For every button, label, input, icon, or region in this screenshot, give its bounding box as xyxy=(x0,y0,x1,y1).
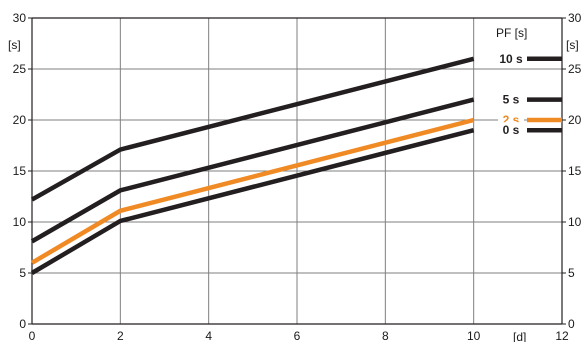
y-tick-label-left: 30 xyxy=(13,11,27,25)
y-tick-label-left: 25 xyxy=(13,62,27,76)
y-tick-label-right: 30 xyxy=(568,11,582,25)
y-tick-label-left: 10 xyxy=(13,215,27,229)
x-tick-label: 4 xyxy=(205,329,212,342)
series-lines xyxy=(30,56,475,275)
legend-label: 0 s xyxy=(503,123,520,137)
y-tick-label-left: 15 xyxy=(13,164,27,178)
y-tick-label-right: 20 xyxy=(568,113,582,127)
y-tick-label-left: 20 xyxy=(13,113,27,127)
x-tick-label: 12 xyxy=(555,329,569,342)
legend-label: 10 s xyxy=(499,52,523,66)
y-tick-label-left: 5 xyxy=(19,266,26,280)
series-line xyxy=(30,128,475,275)
x-tick-label: 10 xyxy=(467,329,481,342)
x-tick-label: 0 xyxy=(29,329,36,342)
y-tick-label-right: 0 xyxy=(568,317,575,331)
series-line xyxy=(30,97,475,244)
y-tick-label-left: 0 xyxy=(19,317,26,331)
legend-label: 5 s xyxy=(503,93,520,107)
y-tick-label-right: 15 xyxy=(568,164,582,178)
x-tick-label: 6 xyxy=(294,329,301,342)
legend: 10 s5 s2 s0 s xyxy=(498,50,562,138)
legend-title: PF [s] xyxy=(496,26,527,40)
legend-label-background xyxy=(498,50,524,66)
legend-label-background xyxy=(498,122,524,138)
legend-label-background xyxy=(498,91,524,107)
y-tick-label-right: 10 xyxy=(568,215,582,229)
y-unit-label-right: [s] xyxy=(566,38,579,52)
series-line xyxy=(30,56,475,202)
x-unit-label: [d] xyxy=(513,330,526,342)
y-unit-label-left: [s] xyxy=(8,38,21,52)
grid xyxy=(28,17,566,325)
y-tick-label-right: 5 xyxy=(568,266,575,280)
y-tick-label-right: 25 xyxy=(568,62,582,76)
x-tick-label: 2 xyxy=(117,329,124,342)
x-tick-label: 8 xyxy=(382,329,389,342)
series-line xyxy=(30,117,475,265)
